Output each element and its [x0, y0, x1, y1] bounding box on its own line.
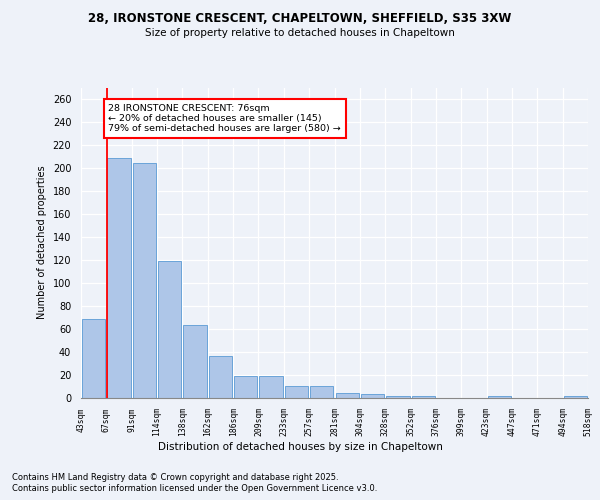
Text: Distribution of detached houses by size in Chapeltown: Distribution of detached houses by size … [158, 442, 442, 452]
Text: Size of property relative to detached houses in Chapeltown: Size of property relative to detached ho… [145, 28, 455, 38]
Bar [209, 356, 232, 398]
Text: Contains HM Land Registry data © Crown copyright and database right 2025.: Contains HM Land Registry data © Crown c… [12, 472, 338, 482]
Y-axis label: Number of detached properties: Number of detached properties [37, 166, 47, 320]
Bar [82, 320, 106, 398]
Bar [335, 393, 359, 398]
Bar [184, 325, 207, 398]
Text: 28 IRONSTONE CRESCENT: 76sqm
← 20% of detached houses are smaller (145)
79% of s: 28 IRONSTONE CRESCENT: 76sqm ← 20% of de… [109, 104, 341, 134]
Bar [563, 396, 587, 398]
Bar [107, 158, 131, 398]
Bar [158, 261, 181, 398]
Bar [310, 386, 334, 398]
Bar [361, 394, 384, 398]
Bar [488, 396, 511, 398]
Text: Contains public sector information licensed under the Open Government Licence v3: Contains public sector information licen… [12, 484, 377, 493]
Bar [285, 386, 308, 398]
Bar [133, 164, 156, 398]
Bar [412, 396, 435, 398]
Bar [386, 396, 410, 398]
Text: 28, IRONSTONE CRESCENT, CHAPELTOWN, SHEFFIELD, S35 3XW: 28, IRONSTONE CRESCENT, CHAPELTOWN, SHEF… [88, 12, 512, 26]
Bar [259, 376, 283, 398]
Bar [234, 376, 257, 398]
